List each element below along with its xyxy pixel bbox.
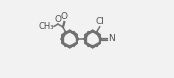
Text: O: O xyxy=(61,12,68,21)
Text: O: O xyxy=(54,15,61,24)
Text: CH₃: CH₃ xyxy=(38,22,54,31)
Text: N: N xyxy=(108,34,114,44)
Text: Cl: Cl xyxy=(95,17,104,26)
